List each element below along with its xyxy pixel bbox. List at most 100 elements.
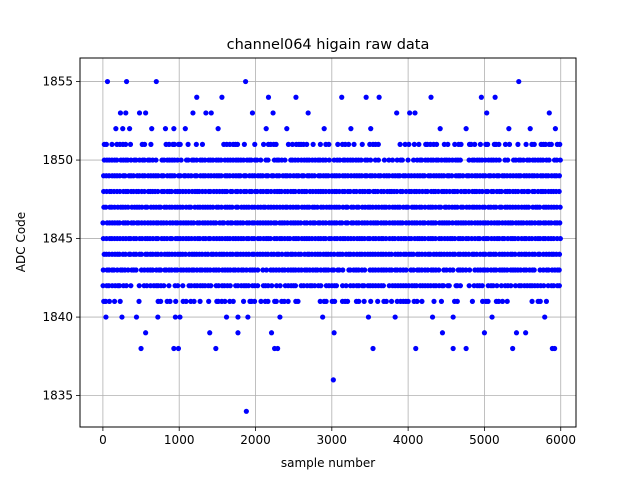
data-point <box>496 157 502 163</box>
data-point <box>454 188 461 195</box>
data-point <box>389 157 396 163</box>
data-point <box>295 298 301 304</box>
data-point <box>368 298 374 304</box>
data-point <box>123 110 129 116</box>
data-point <box>215 126 221 132</box>
data-point <box>515 141 521 147</box>
data-point <box>306 204 312 210</box>
data-point <box>267 235 274 242</box>
data-point <box>394 110 400 116</box>
data-point <box>443 267 450 273</box>
data-point <box>339 283 346 289</box>
data-point <box>332 298 338 304</box>
data-point <box>450 267 456 273</box>
data-point <box>160 173 167 179</box>
data-point <box>177 314 183 320</box>
data-point <box>484 110 490 116</box>
data-point <box>133 314 140 320</box>
data-point <box>478 94 484 100</box>
data-point <box>174 267 180 273</box>
data-point <box>127 141 134 147</box>
data-point <box>452 251 458 257</box>
data-point <box>125 220 131 226</box>
data-point <box>104 78 111 85</box>
data-point <box>506 126 512 132</box>
x-tick-label: 5000 <box>469 433 500 447</box>
x-tick-label: 2000 <box>240 433 271 447</box>
data-point <box>441 173 447 179</box>
data-point <box>348 126 354 132</box>
data-point <box>240 220 246 226</box>
data-point <box>245 314 251 320</box>
data-point <box>340 267 346 273</box>
data-point <box>194 173 200 179</box>
x-tick-label: 6000 <box>545 433 576 447</box>
data-point <box>265 173 271 179</box>
data-point <box>362 267 368 273</box>
data-point <box>188 204 194 210</box>
data-point <box>153 157 159 163</box>
data-point <box>158 298 164 304</box>
data-point <box>397 173 403 179</box>
data-point <box>218 204 225 210</box>
data-point <box>210 204 216 210</box>
data-point <box>242 78 249 85</box>
data-point <box>273 141 279 147</box>
data-point <box>273 220 279 226</box>
data-point <box>337 157 343 163</box>
data-point <box>213 345 219 352</box>
data-point <box>490 283 496 289</box>
data-point <box>335 141 341 147</box>
data-point <box>450 314 456 320</box>
data-point <box>251 298 258 304</box>
data-point <box>240 298 247 304</box>
data-point <box>429 314 436 320</box>
data-point <box>260 141 267 147</box>
data-point <box>243 173 249 179</box>
data-point <box>499 298 506 304</box>
data-point <box>114 157 120 163</box>
data-point <box>311 173 318 179</box>
data-point <box>317 141 323 147</box>
data-point <box>452 141 458 147</box>
data-point <box>356 298 362 304</box>
data-point <box>346 141 352 147</box>
data-point <box>116 220 123 226</box>
data-point <box>472 141 478 147</box>
data-point <box>523 330 529 336</box>
data-point <box>249 110 256 116</box>
data-point <box>339 220 345 226</box>
data-point <box>548 141 554 147</box>
data-point <box>128 283 134 289</box>
data-point <box>397 141 403 147</box>
data-point <box>100 283 106 289</box>
data-point <box>227 283 233 289</box>
data-point <box>556 251 563 257</box>
y-tick-label: 1850 <box>42 153 73 167</box>
data-point <box>466 251 472 257</box>
data-point <box>191 298 197 304</box>
data-point <box>185 157 191 163</box>
data-point <box>336 173 342 179</box>
data-point <box>100 267 106 273</box>
data-point <box>177 173 183 179</box>
data-point <box>482 251 488 257</box>
data-point <box>143 110 149 116</box>
data-point <box>375 298 381 304</box>
data-point <box>446 283 452 289</box>
data-point <box>270 110 276 116</box>
data-point <box>413 283 420 289</box>
data-point <box>323 298 329 304</box>
data-point <box>155 235 161 242</box>
data-point <box>542 141 549 147</box>
data-point <box>513 330 520 336</box>
data-point <box>171 173 177 179</box>
data-point <box>172 314 178 320</box>
data-point <box>111 298 118 304</box>
data-point <box>171 345 177 352</box>
data-point <box>380 283 387 289</box>
data-point <box>510 345 516 352</box>
data-point <box>546 157 552 163</box>
data-point <box>103 204 109 210</box>
data-point <box>469 298 475 304</box>
